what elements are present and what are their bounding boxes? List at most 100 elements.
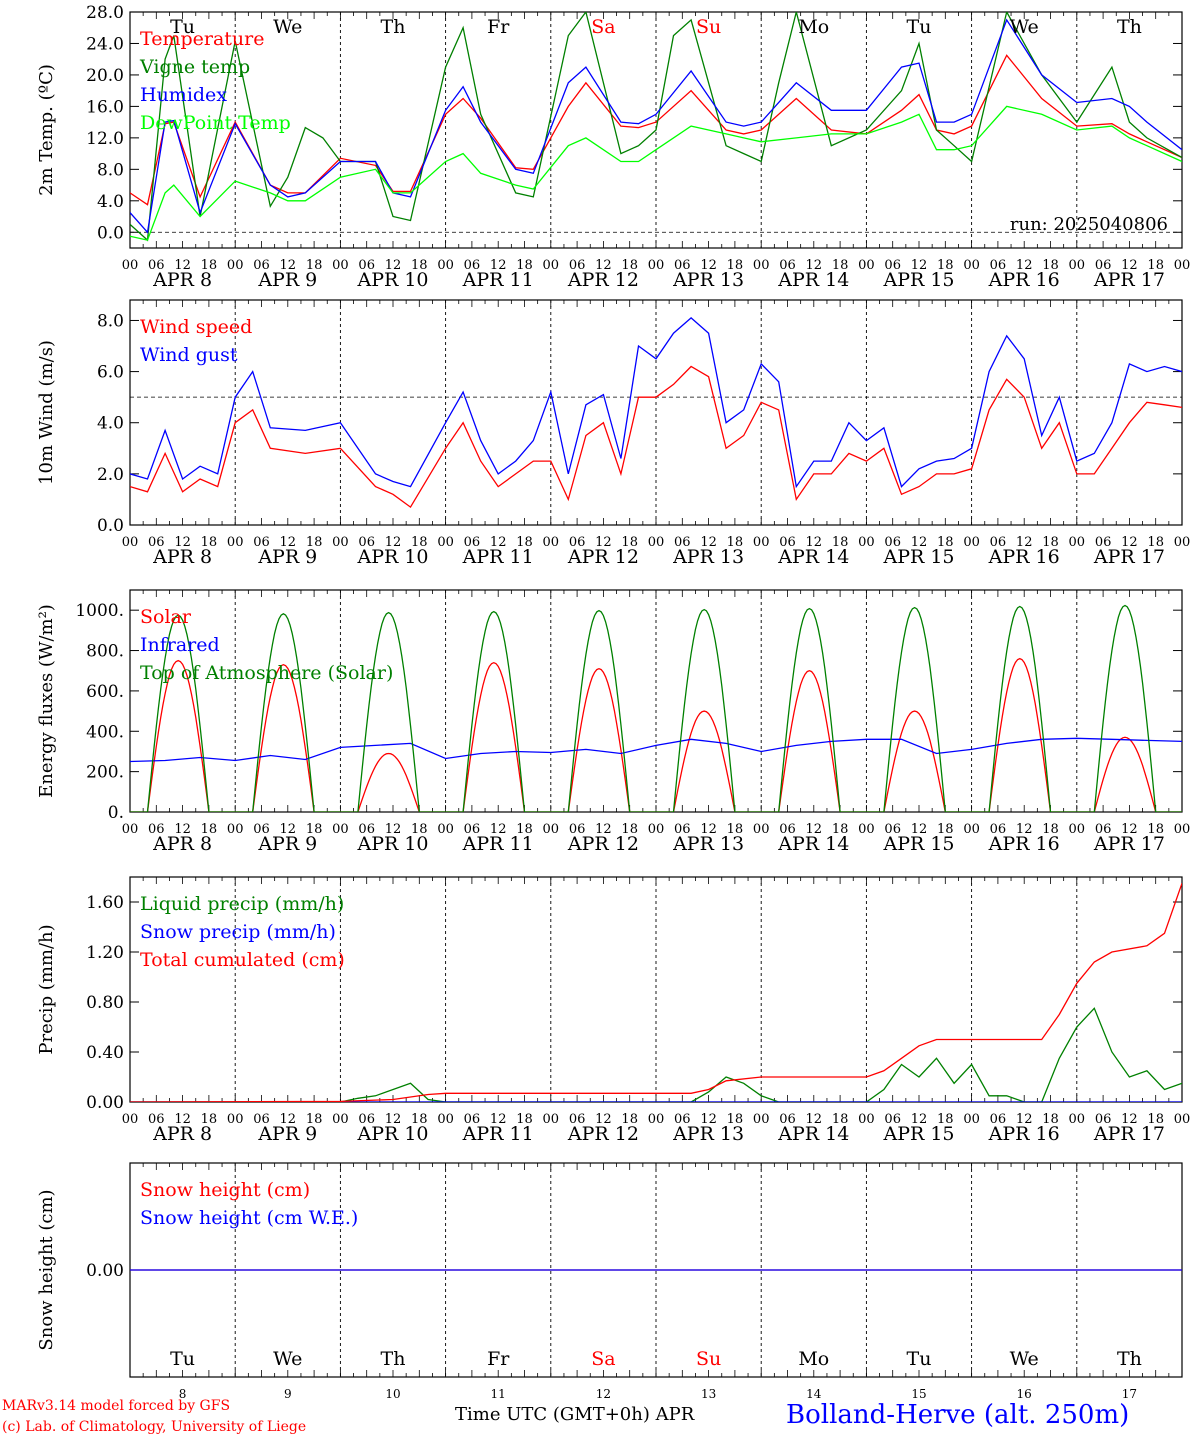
- hour-label: 12: [1016, 1112, 1033, 1127]
- hour-label: 12: [385, 822, 402, 837]
- hour-label: 06: [148, 258, 165, 273]
- y-tick-label: 0.0: [97, 516, 124, 536]
- hour-label: 06: [884, 535, 901, 550]
- hour-label: 18: [621, 822, 638, 837]
- hour-label: 00: [227, 1112, 244, 1127]
- hour-label: 06: [569, 258, 586, 273]
- hour-label: 00: [543, 822, 560, 837]
- day-number-label: 16: [1017, 1387, 1032, 1401]
- date-label: APR 15: [882, 833, 954, 855]
- hour-label: 06: [358, 1112, 375, 1127]
- hour-label: 00: [648, 822, 665, 837]
- y-tick-label: 200.: [86, 763, 124, 783]
- meteogram-panels: 0.0 4.0 8.0 12.0 16.0 20.0 24.0 28.0 2m Temp. (º…: [36, 3, 1191, 1401]
- hour-label: 18: [306, 258, 323, 273]
- weekday-label: Th: [1117, 16, 1142, 38]
- weekday-label: We: [1010, 16, 1039, 38]
- y-axis-label: 10m Wind (m/s): [36, 340, 57, 485]
- hour-label: 18: [621, 1112, 638, 1127]
- legend-entry: DewPoint Temp: [140, 112, 291, 134]
- hour-label: 06: [253, 535, 270, 550]
- y-axis-label: 2m Temp. (ºC): [36, 64, 57, 196]
- hour-label: 18: [1147, 822, 1164, 837]
- y-tick-label: 400.: [86, 722, 124, 742]
- weekday-label: Su: [696, 1348, 721, 1370]
- hour-label: 12: [174, 822, 191, 837]
- date-label: APR 13: [672, 1123, 744, 1145]
- hour-label: 00: [858, 535, 875, 550]
- hour-label: 06: [779, 822, 796, 837]
- legend-entry: Infrared: [140, 634, 220, 656]
- y-tick-label: 600.: [86, 682, 124, 702]
- hour-label: 18: [1147, 1112, 1164, 1127]
- date-label: APR 15: [882, 269, 954, 291]
- panel-3: 0. 200. 400. 600. 800. 1000. Energy fluxes (W/…: [36, 589, 1190, 855]
- y-tick-label: 0.: [108, 803, 124, 823]
- hour-label: 06: [779, 1112, 796, 1127]
- hour-label: 06: [1095, 535, 1112, 550]
- hour-label: 12: [595, 258, 612, 273]
- hour-label: 12: [490, 535, 507, 550]
- legend-entry: Wind speed: [140, 316, 252, 338]
- hour-label: 18: [306, 535, 323, 550]
- hour-label: 06: [148, 822, 165, 837]
- y-tick-label: 28.0: [86, 3, 124, 23]
- hour-label: 18: [411, 822, 428, 837]
- hour-label: 00: [437, 822, 454, 837]
- date-label: APR 11: [462, 269, 534, 291]
- hour-label: 18: [727, 535, 744, 550]
- weekday-label: Fr: [487, 1348, 510, 1370]
- weekday-label: Su: [696, 16, 721, 38]
- hour-label: 12: [385, 258, 402, 273]
- day-number-label: 10: [385, 1387, 400, 1401]
- date-label: APR 9: [257, 269, 317, 291]
- date-label: APR 16: [988, 833, 1060, 855]
- y-tick-label: 6.0: [97, 363, 124, 383]
- hour-label: 00: [753, 1112, 770, 1127]
- weekday-label: Tu: [907, 1348, 932, 1370]
- date-label: APR 14: [777, 833, 849, 855]
- hour-label: 18: [1147, 535, 1164, 550]
- date-label: APR 15: [882, 546, 954, 568]
- hour-label: 18: [306, 1112, 323, 1127]
- date-label: APR 8: [152, 833, 212, 855]
- hour-label: 18: [201, 822, 218, 837]
- hour-label: 06: [464, 822, 481, 837]
- date-label: APR 14: [777, 546, 849, 568]
- hour-label: 12: [806, 258, 823, 273]
- hour-label: 00: [1174, 1112, 1191, 1127]
- hour-label: 00: [122, 822, 139, 837]
- hour-label: 18: [937, 535, 954, 550]
- date-label: APR 16: [988, 269, 1060, 291]
- date-label: APR 16: [988, 546, 1060, 568]
- hour-label: 00: [648, 535, 665, 550]
- hour-label: 18: [516, 822, 533, 837]
- hour-label: 12: [700, 535, 717, 550]
- weekday-label: Mo: [798, 16, 829, 38]
- series-line-wind-gust: [130, 317, 1182, 489]
- date-label: APR 9: [257, 1123, 317, 1145]
- hour-label: 18: [201, 535, 218, 550]
- weekday-label: Sa: [591, 16, 615, 38]
- hour-label: 00: [753, 535, 770, 550]
- y-axis-label: Energy fluxes (W/m²): [36, 604, 57, 798]
- hour-label: 00: [648, 1112, 665, 1127]
- date-label: APR 12: [567, 546, 639, 568]
- series-line-liquid-precip-mm-h-: [130, 1007, 1182, 1102]
- hour-label: 12: [1016, 258, 1033, 273]
- hour-label: 06: [779, 258, 796, 273]
- hour-label: 12: [1121, 535, 1138, 550]
- y-axis-label: Snow height (cm): [36, 1189, 57, 1350]
- hour-label: 06: [464, 1112, 481, 1127]
- y-tick-label: 4.0: [97, 192, 124, 212]
- hour-label: 00: [227, 822, 244, 837]
- series-line-humidex: [130, 18, 1182, 234]
- hour-label: 18: [516, 535, 533, 550]
- hour-label: 18: [832, 535, 849, 550]
- hour-label: 12: [1016, 535, 1033, 550]
- hour-label: 00: [332, 258, 349, 273]
- date-label: APR 15: [882, 1123, 954, 1145]
- hour-label: 12: [385, 1112, 402, 1127]
- weekday-label: We: [273, 1348, 302, 1370]
